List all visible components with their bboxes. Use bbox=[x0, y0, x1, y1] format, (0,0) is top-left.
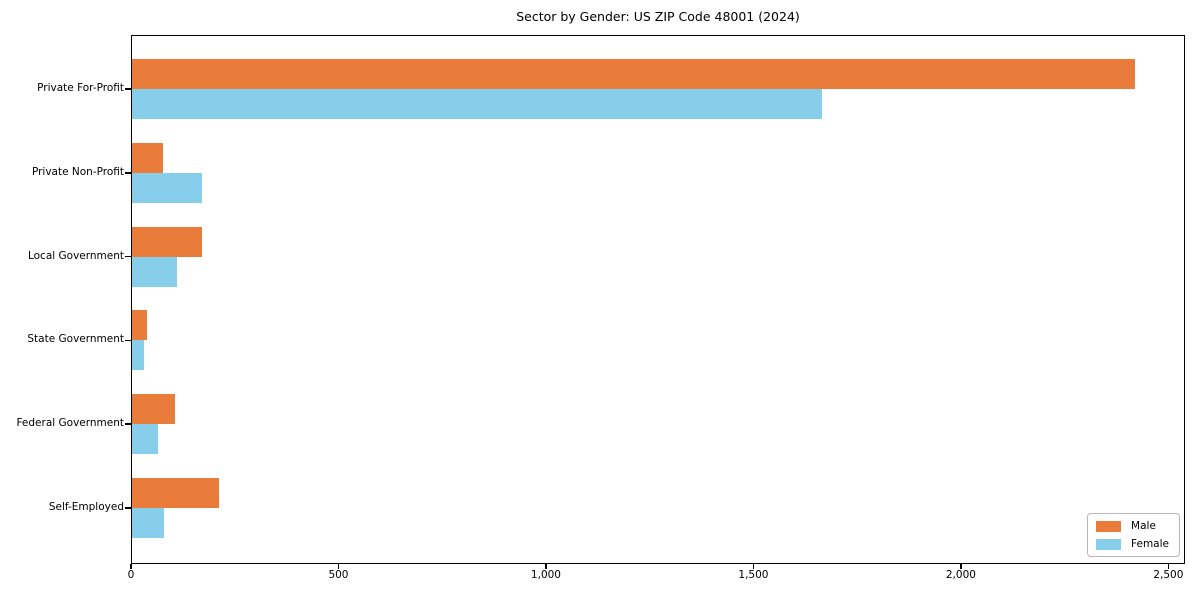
legend-label-female: Female bbox=[1131, 538, 1169, 550]
bar-male-self-employed bbox=[131, 478, 219, 508]
y-tick-private-for-profit bbox=[125, 88, 131, 90]
legend-entry-female: Female bbox=[1096, 538, 1169, 550]
x-axis-tick-label-0: 0 bbox=[127, 569, 135, 581]
x-axis-tick-label-1000: 1,000 bbox=[530, 569, 561, 581]
x-tick-1000 bbox=[545, 564, 547, 569]
y-axis-label-self-employed: Self-Employed bbox=[48, 501, 124, 513]
legend-entry-male: Male bbox=[1096, 520, 1169, 532]
legend: Male Female bbox=[1087, 513, 1180, 557]
y-axis-label-private-for-profit: Private For-Profit bbox=[37, 82, 124, 94]
bar-male-local-government bbox=[131, 226, 202, 257]
legend-swatch-female-icon bbox=[1096, 538, 1122, 550]
chart-title: Sector by Gender: US ZIP Code 48001 (202… bbox=[516, 9, 800, 24]
bar-female-private-for-profit bbox=[131, 89, 822, 119]
x-tick-2000 bbox=[960, 564, 962, 569]
legend-swatch-male-icon bbox=[1096, 520, 1122, 532]
y-tick-private-non-profit bbox=[125, 172, 131, 174]
y-axis-label-local-government: Local Government bbox=[27, 249, 124, 262]
bar-female-federal-government bbox=[131, 424, 158, 455]
bar-male-private-for-profit bbox=[131, 59, 1136, 89]
x-axis-tick-label-2500: 2,500 bbox=[1153, 569, 1184, 581]
legend-label-male: Male bbox=[1131, 520, 1156, 532]
bar-male-private-non-profit bbox=[131, 142, 164, 173]
bar-female-self-employed bbox=[131, 508, 165, 538]
bar-male-state-government bbox=[131, 310, 147, 341]
x-axis-tick-label-500: 500 bbox=[328, 569, 349, 581]
plot-area: Male Female bbox=[125, 35, 1185, 569]
y-axis-label-state-government: State Government bbox=[27, 333, 124, 346]
x-tick-0 bbox=[130, 564, 132, 569]
x-tick-2500 bbox=[1167, 564, 1170, 569]
bar-female-private-non-profit bbox=[131, 172, 202, 203]
y-axis-label-private-non-profit: Private Non-Profit bbox=[31, 165, 124, 178]
x-axis-tick-label-2000: 2,000 bbox=[945, 569, 976, 581]
bar-female-state-government bbox=[131, 340, 145, 371]
y-tick-local-government bbox=[125, 255, 131, 258]
bar-female-local-government bbox=[131, 256, 177, 287]
y-tick-state-government bbox=[125, 339, 131, 342]
bar-male-federal-government bbox=[131, 394, 175, 425]
x-axis-tick-label-1500: 1,500 bbox=[738, 569, 769, 581]
y-tick-self-employed bbox=[125, 507, 131, 509]
x-tick-500 bbox=[337, 564, 340, 569]
y-axis-label-federal-government: Federal Government bbox=[16, 417, 124, 430]
y-tick-federal-government bbox=[125, 423, 131, 425]
x-tick-1500 bbox=[752, 564, 755, 569]
